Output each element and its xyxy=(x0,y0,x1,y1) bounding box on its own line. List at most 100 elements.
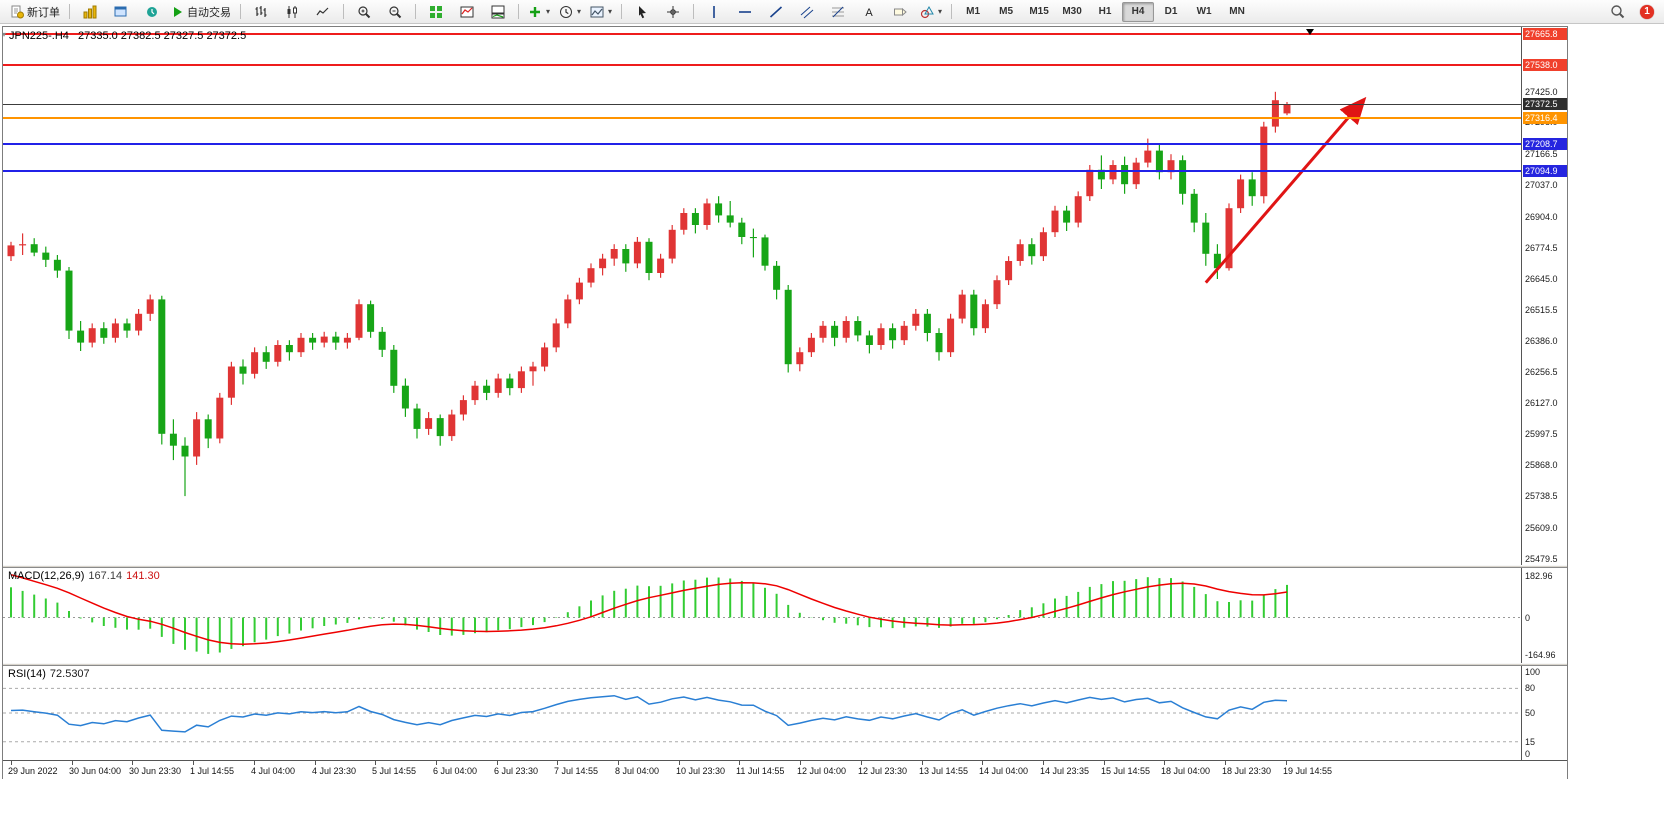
toolbar-separator xyxy=(69,4,70,19)
panel-splitter[interactable] xyxy=(3,565,1567,568)
time-label: 6 Jul 04:00 xyxy=(433,766,478,776)
zoom-out-button[interactable] xyxy=(380,1,410,23)
time-label: 1 Jul 14:55 xyxy=(190,766,235,776)
zoom-in-button[interactable] xyxy=(349,1,379,23)
time-label: 12 Jul 04:00 xyxy=(797,766,847,776)
candlestick-chart[interactable] xyxy=(3,27,1521,565)
timeframe-M1[interactable]: M1 xyxy=(966,6,981,17)
y-axis-label: 26904.0 xyxy=(1525,212,1558,222)
vertical-line-button[interactable] xyxy=(699,1,729,23)
price-level-line-27316.4[interactable] xyxy=(3,116,1521,119)
price-level-line-27372.5[interactable] xyxy=(3,103,1521,105)
fibonacci-button[interactable] xyxy=(823,1,853,23)
y-axis-label: 25479.5 xyxy=(1525,554,1558,564)
timeframe-M15[interactable]: M15 xyxy=(1029,6,1049,17)
macd-label: MACD(12,26,9) 167.14 141.30 xyxy=(8,570,160,582)
timeframe-MN[interactable]: MN xyxy=(1229,6,1245,17)
svg-text:A: A xyxy=(865,7,873,19)
crosshair-button[interactable] xyxy=(658,1,688,23)
time-tick xyxy=(922,761,923,765)
price-tag-27538.0: 27538.0 xyxy=(1523,59,1567,71)
indicator-window-button[interactable] xyxy=(452,1,482,23)
price-tag-27372.5: 27372.5 xyxy=(1523,98,1567,110)
macd-panel[interactable]: MACD(12,26,9) 167.14 141.30 182.96 0 -164.96 xyxy=(3,568,1567,663)
add-indicator-button[interactable]: ▾ xyxy=(524,1,554,23)
main-toolbar: 新订单 自动交易 ▾ ▾ ▾ A ▾ M1 M5 M15 M30 H1 H4 D1 W1 MN 1 xyxy=(0,0,1664,24)
macd-signal-value: 141.30 xyxy=(126,570,160,582)
toolbar-separator xyxy=(240,4,241,19)
y-axis-label: 25738.5 xyxy=(1525,491,1558,501)
chevron-down-icon: ▾ xyxy=(546,7,551,16)
time-label: 6 Jul 23:30 xyxy=(494,766,539,776)
time-label: 29 Jun 2022 xyxy=(8,766,58,776)
y-axis-label: 26256.5 xyxy=(1525,367,1558,377)
rsi-panel[interactable]: RSI(14) 72.5307 100 80 50 15 0 xyxy=(3,666,1567,760)
toolbar-separator xyxy=(693,4,695,19)
charts-menu-button[interactable] xyxy=(75,1,105,23)
time-axis[interactable]: 29 Jun 2022 30 Jun 04:00 30 Jun 23:30 1 Jul… xyxy=(3,760,1567,781)
search-button[interactable] xyxy=(1602,1,1632,23)
time-tick xyxy=(11,761,12,765)
time-tick xyxy=(800,761,801,765)
templates-button[interactable]: ▾ xyxy=(586,1,616,23)
candlestick-chart-button[interactable] xyxy=(277,1,307,23)
timeframe-H4[interactable]: H4 xyxy=(1122,1,1155,22)
time-tick xyxy=(679,761,680,765)
time-tick xyxy=(1104,761,1105,765)
time-label: 7 Jul 14:55 xyxy=(554,766,599,776)
time-label: 10 Jul 23:30 xyxy=(676,766,726,776)
rsi-value: 72.5307 xyxy=(49,668,90,680)
indicator-sub-window-button[interactable] xyxy=(483,1,513,23)
toolbar-right-area: 1 xyxy=(1602,1,1658,23)
y-axis-label: 25868.0 xyxy=(1525,460,1558,470)
rsi-chart[interactable] xyxy=(3,666,1521,760)
timeframe-H1[interactable]: H1 xyxy=(1098,6,1112,17)
horizontal-line-button[interactable] xyxy=(730,1,760,23)
line-chart-button[interactable] xyxy=(308,1,338,23)
toolbar-separator xyxy=(415,4,416,19)
price-level-line-27538.0[interactable] xyxy=(3,63,1521,66)
price-level-line-27094.9[interactable] xyxy=(3,170,1521,172)
notification-badge[interactable]: 1 xyxy=(1640,4,1654,19)
time-tick xyxy=(72,761,73,765)
price-axis[interactable]: 27425.027298.027166.527037.026904.026774… xyxy=(1521,27,1567,565)
profiles-button[interactable] xyxy=(106,1,136,23)
trendline-button[interactable] xyxy=(761,1,791,23)
price-level-line-27665.8[interactable] xyxy=(3,33,1521,35)
macd-chart[interactable] xyxy=(3,568,1521,663)
bar-chart-button[interactable] xyxy=(246,1,276,23)
time-label: 19 Jul 14:55 xyxy=(1283,766,1333,776)
time-label: 18 Jul 23:30 xyxy=(1222,766,1272,776)
rsi-axis-label: 80 xyxy=(1525,683,1536,693)
y-axis-label: 25609.0 xyxy=(1525,523,1558,533)
timeframe-M5[interactable]: M5 xyxy=(999,6,1014,17)
text-button[interactable]: A xyxy=(854,1,884,23)
time-tick xyxy=(982,761,983,765)
timeframe-D1[interactable]: D1 xyxy=(1164,6,1178,17)
price-level-line-27208.7[interactable] xyxy=(3,142,1521,145)
timeframe-W1[interactable]: W1 xyxy=(1196,6,1212,17)
cursor-button[interactable] xyxy=(627,1,657,23)
channel-button[interactable] xyxy=(792,1,822,23)
periods-button[interactable]: ▾ xyxy=(555,1,585,23)
alerts-button[interactable] xyxy=(137,1,167,23)
toolbar-group-6 xyxy=(627,1,688,23)
toolbar-separator xyxy=(951,4,953,19)
panel-splitter[interactable] xyxy=(3,663,1567,666)
autotrade-button[interactable]: 自动交易 xyxy=(168,1,235,23)
time-label: 18 Jul 04:00 xyxy=(1161,766,1211,776)
label-button[interactable] xyxy=(885,1,915,23)
timeframe-M30[interactable]: M30 xyxy=(1062,6,1082,17)
chevron-down-icon: ▾ xyxy=(577,7,582,16)
new-order-button[interactable]: 新订单 xyxy=(6,1,64,23)
tile-windows-button[interactable] xyxy=(421,1,451,23)
rsi-name: RSI(14) xyxy=(8,668,46,680)
rsi-axis-label: 15 xyxy=(1525,737,1536,747)
chevron-down-icon: ▾ xyxy=(608,7,613,16)
price-chart-panel[interactable]: ▾ JPN225-.H4 27335.0 27382.5 27327.5 273… xyxy=(3,27,1567,565)
price-tag-27094.9: 27094.9 xyxy=(1523,165,1567,177)
time-tick xyxy=(497,761,498,765)
shapes-button[interactable]: ▾ xyxy=(916,1,946,23)
chart-shift-marker-icon xyxy=(1306,29,1315,35)
y-axis-label: 26645.0 xyxy=(1525,274,1558,284)
